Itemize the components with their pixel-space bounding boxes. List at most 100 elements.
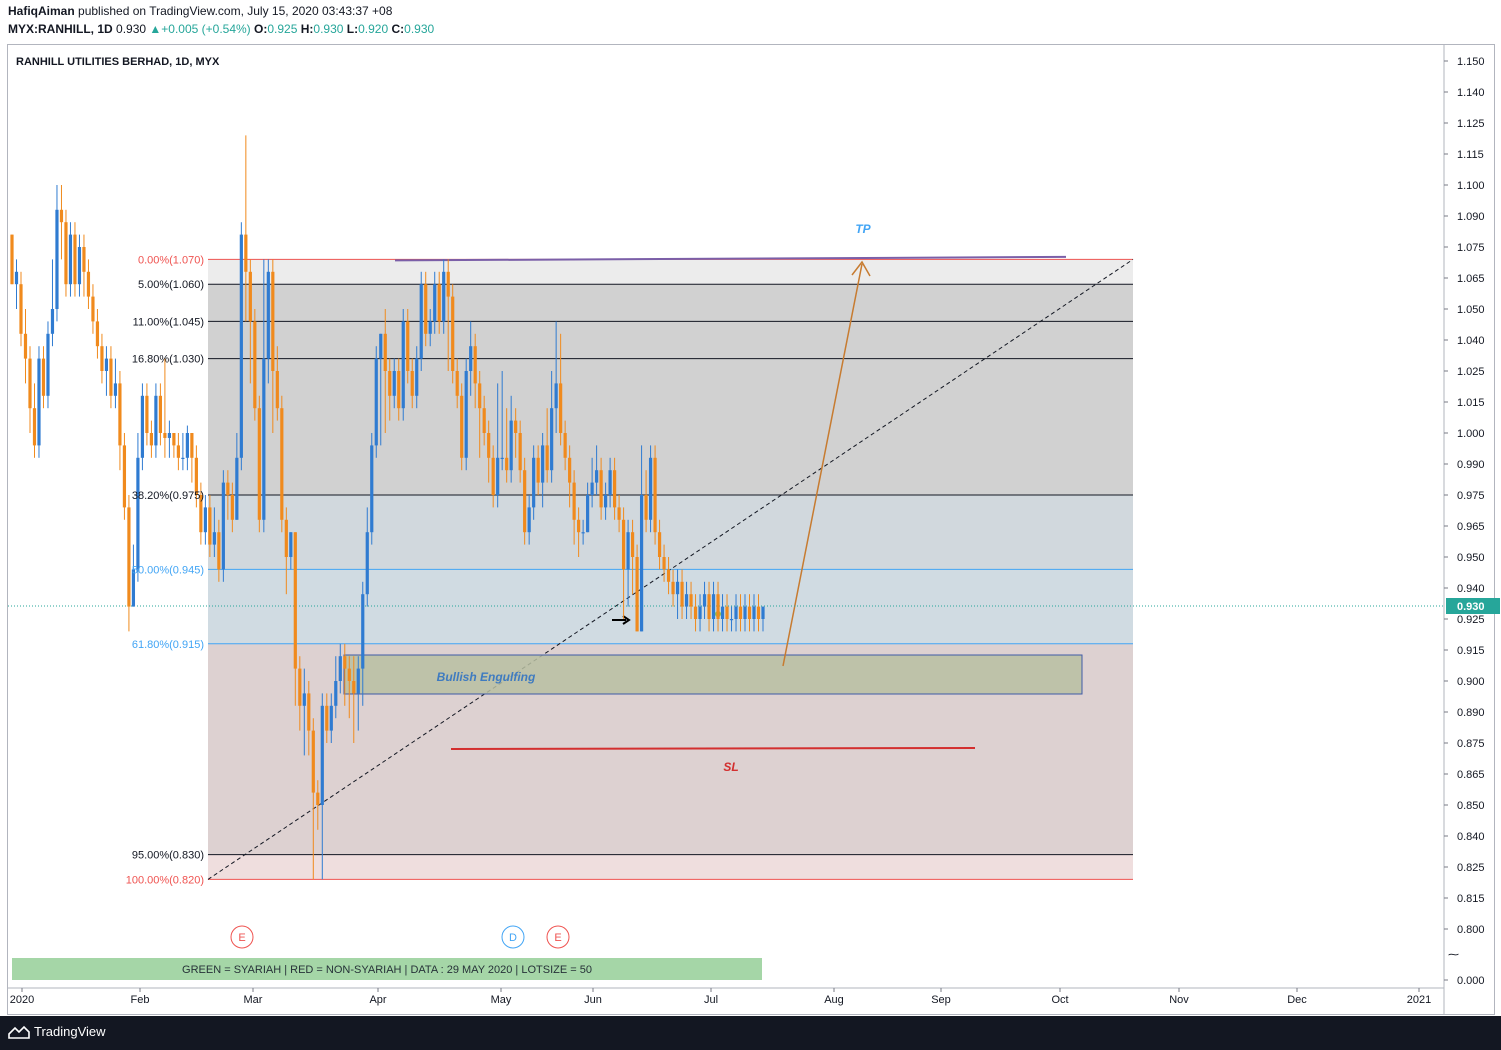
candle-body: [680, 581, 684, 607]
candle-body: [55, 209, 59, 309]
candle-body: [536, 457, 540, 483]
candle-body: [28, 358, 32, 409]
candle-body: [581, 532, 585, 534]
candle: [307, 681, 311, 756]
candle: [604, 482, 608, 520]
author-name[interactable]: HafiqAiman: [8, 4, 75, 18]
candle: [559, 333, 563, 446]
candle: [478, 371, 482, 458]
candle: [653, 445, 657, 545]
candle: [271, 259, 275, 433]
candle: [118, 371, 122, 471]
price-tick-label: 1.065: [1457, 273, 1485, 285]
candle-body: [559, 383, 563, 433]
candle-body: [77, 247, 82, 285]
tradingview-logo[interactable]: TradingView: [8, 1024, 106, 1039]
candle: [491, 445, 495, 508]
candle-body: [325, 705, 329, 731]
candle-body: [424, 284, 428, 334]
candle-body: [648, 457, 653, 520]
candle-body: [446, 271, 450, 297]
candle-body: [590, 482, 594, 495]
candle-body: [689, 594, 693, 607]
candle: [100, 333, 104, 384]
candle: [28, 346, 32, 433]
chart-header: HafiqAiman published on TradingView.com,…: [0, 0, 1501, 44]
fib-label-1: 5.00%(1.060): [138, 279, 204, 291]
ohlc-line: MYX:RANHILL, 1D 0.930 ▲+0.005 (+0.54%) O…: [8, 22, 434, 36]
candle-body: [406, 321, 410, 371]
candle: [586, 482, 590, 533]
candle-body: [523, 470, 527, 533]
candle: [32, 383, 37, 458]
price-tick-label: 0.915: [1457, 645, 1485, 657]
candle-body: [127, 507, 131, 607]
candle-body: [275, 371, 279, 409]
event-marker-icon: D: [501, 925, 525, 949]
candle: [163, 358, 167, 458]
candle: [185, 425, 189, 471]
candle-body: [203, 507, 207, 533]
candle-body: [577, 519, 581, 533]
candle-body: [19, 284, 23, 334]
candle-body: [491, 457, 495, 495]
candle-body: [716, 594, 720, 619]
event-label: E: [238, 932, 245, 944]
candle-body: [343, 656, 347, 669]
fib-label-5: 50.00%(0.945): [132, 564, 204, 576]
candle: [460, 383, 464, 471]
tp-line: [394, 255, 1067, 262]
candle: [756, 594, 761, 632]
candle-body: [289, 532, 293, 557]
price-chart[interactable]: 1.150 1.140 1.125 1.115 1.100 1.090 1.075 1.065…: [0, 0, 1501, 1016]
candle-body: [442, 271, 446, 322]
candle: [235, 433, 239, 520]
candle-body: [509, 420, 513, 471]
candle: [716, 581, 720, 632]
time-tick-label: Dec: [1287, 994, 1307, 1006]
candle-body: [50, 309, 55, 334]
price-tick-label: 1.000: [1457, 428, 1485, 440]
candle: [172, 433, 176, 458]
event-label: E: [554, 932, 561, 944]
candle: [46, 321, 50, 409]
candle: [347, 656, 351, 719]
price-tick-label: 1.040: [1457, 335, 1485, 347]
price-tick-label: 1.090: [1457, 211, 1485, 223]
candle: [41, 346, 46, 409]
candle-body: [244, 234, 248, 272]
candle: [181, 433, 185, 471]
price-tick-label: 0.965: [1457, 521, 1485, 533]
brand-label: TradingView: [34, 1024, 106, 1039]
candle-body: [572, 482, 576, 520]
candle-body: [311, 730, 315, 793]
candle-body: [761, 606, 765, 619]
candle-body: [91, 296, 95, 322]
candle-body: [136, 457, 140, 570]
candle: [550, 371, 554, 483]
chart-frame[interactable]: [7, 44, 1495, 1015]
fib-zone-0: [208, 259, 1133, 285]
fib-label-0: 0.00%(1.070): [138, 254, 204, 266]
candle: [442, 259, 446, 334]
legend-banner-text: GREEN = SYARIAH | RED = NON-SYARIAH | DA…: [182, 964, 592, 976]
candle: [59, 185, 64, 260]
candle-body: [505, 457, 509, 471]
candle-body: [604, 495, 608, 508]
candle: [217, 519, 221, 582]
candle: [617, 495, 621, 533]
event-circle: [230, 925, 254, 949]
candle-body: [514, 420, 518, 433]
candle-body: [32, 408, 37, 446]
candle: [158, 383, 163, 446]
open-value: 0.925: [267, 22, 298, 36]
candle: [91, 284, 95, 334]
candle-body: [172, 433, 176, 446]
bullish-engulfing-zone: [343, 654, 1083, 695]
candle-body: [482, 408, 486, 433]
event-circle: [501, 925, 525, 949]
candle: [230, 482, 234, 533]
candle: [496, 383, 500, 508]
candle-body: [145, 395, 149, 433]
candle-body: [626, 532, 630, 570]
